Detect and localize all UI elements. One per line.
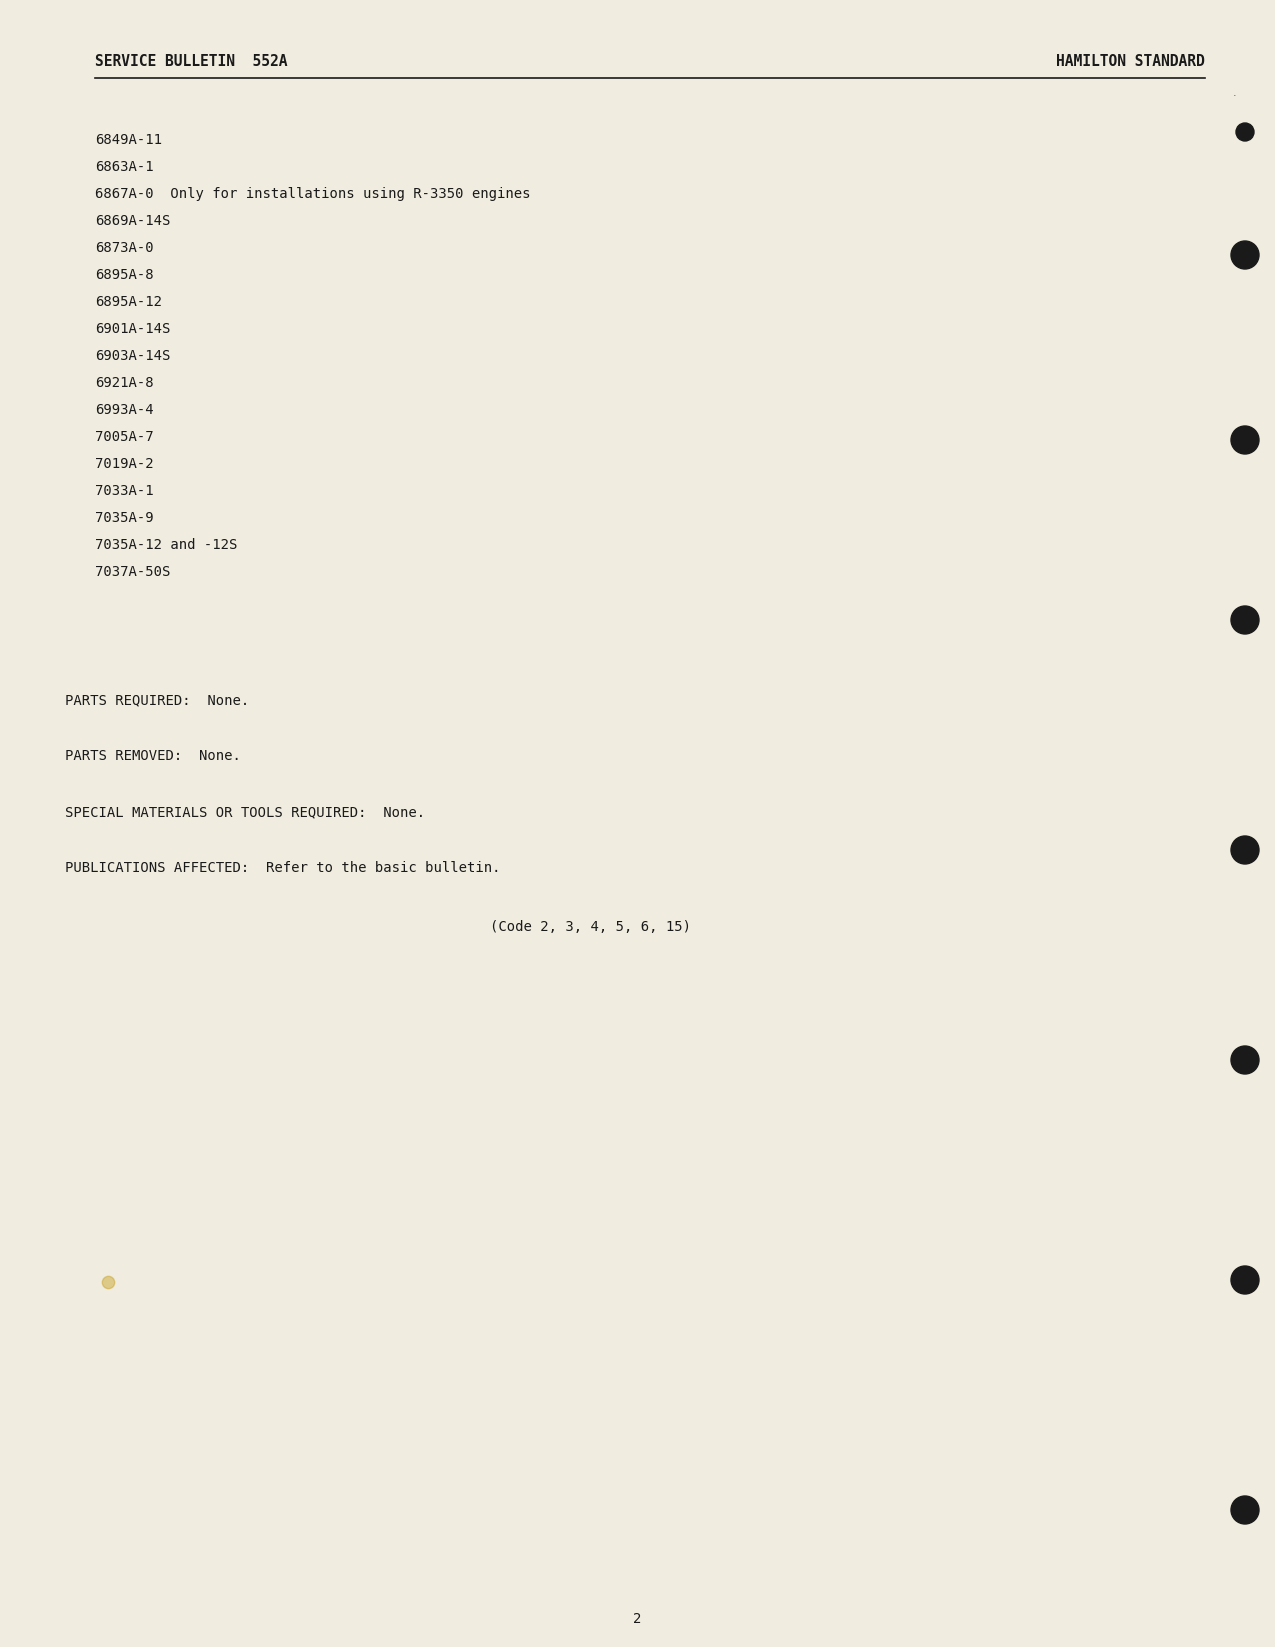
Text: HAMILTON STANDARD: HAMILTON STANDARD: [1056, 53, 1205, 69]
Text: 6863A-1: 6863A-1: [96, 160, 153, 175]
Circle shape: [1230, 427, 1258, 455]
Circle shape: [1230, 606, 1258, 634]
Text: SPECIAL MATERIALS OR TOOLS REQUIRED:  None.: SPECIAL MATERIALS OR TOOLS REQUIRED: Non…: [65, 805, 425, 819]
Text: SERVICE BULLETIN  552A: SERVICE BULLETIN 552A: [96, 53, 287, 69]
Text: 7035A-12 and -12S: 7035A-12 and -12S: [96, 539, 237, 552]
Text: 7005A-7: 7005A-7: [96, 430, 153, 445]
Text: PUBLICATIONS AFFECTED:  Refer to the basic bulletin.: PUBLICATIONS AFFECTED: Refer to the basi…: [65, 861, 501, 875]
Text: 6867A-0  Only for installations using R-3350 engines: 6867A-0 Only for installations using R-3…: [96, 188, 530, 201]
Text: 6993A-4: 6993A-4: [96, 404, 153, 417]
Text: 6873A-0: 6873A-0: [96, 240, 153, 255]
Text: 7033A-1: 7033A-1: [96, 484, 153, 497]
Circle shape: [1230, 240, 1258, 268]
Text: 6869A-14S: 6869A-14S: [96, 214, 171, 227]
Text: 7037A-50S: 7037A-50S: [96, 565, 171, 580]
Text: PARTS REMOVED:  None.: PARTS REMOVED: None.: [65, 749, 241, 763]
Text: 7019A-2: 7019A-2: [96, 456, 153, 471]
Point: [98, 1268, 119, 1295]
Text: (Code 2, 3, 4, 5, 6, 15): (Code 2, 3, 4, 5, 6, 15): [490, 921, 691, 934]
Text: 6901A-14S: 6901A-14S: [96, 323, 171, 336]
Text: 6921A-8: 6921A-8: [96, 376, 153, 390]
Circle shape: [1230, 1267, 1258, 1295]
Text: 6903A-14S: 6903A-14S: [96, 349, 171, 362]
Text: 6895A-12: 6895A-12: [96, 295, 162, 310]
Text: .: .: [1233, 87, 1237, 99]
Text: 6895A-8: 6895A-8: [96, 268, 153, 282]
Circle shape: [1230, 837, 1258, 865]
Circle shape: [1230, 1495, 1258, 1523]
Text: 6849A-11: 6849A-11: [96, 133, 162, 147]
Text: 2: 2: [634, 1612, 641, 1626]
Circle shape: [1235, 124, 1255, 142]
Text: 7035A-9: 7035A-9: [96, 511, 153, 525]
Circle shape: [1230, 1046, 1258, 1074]
Text: PARTS REQUIRED:  None.: PARTS REQUIRED: None.: [65, 693, 249, 707]
